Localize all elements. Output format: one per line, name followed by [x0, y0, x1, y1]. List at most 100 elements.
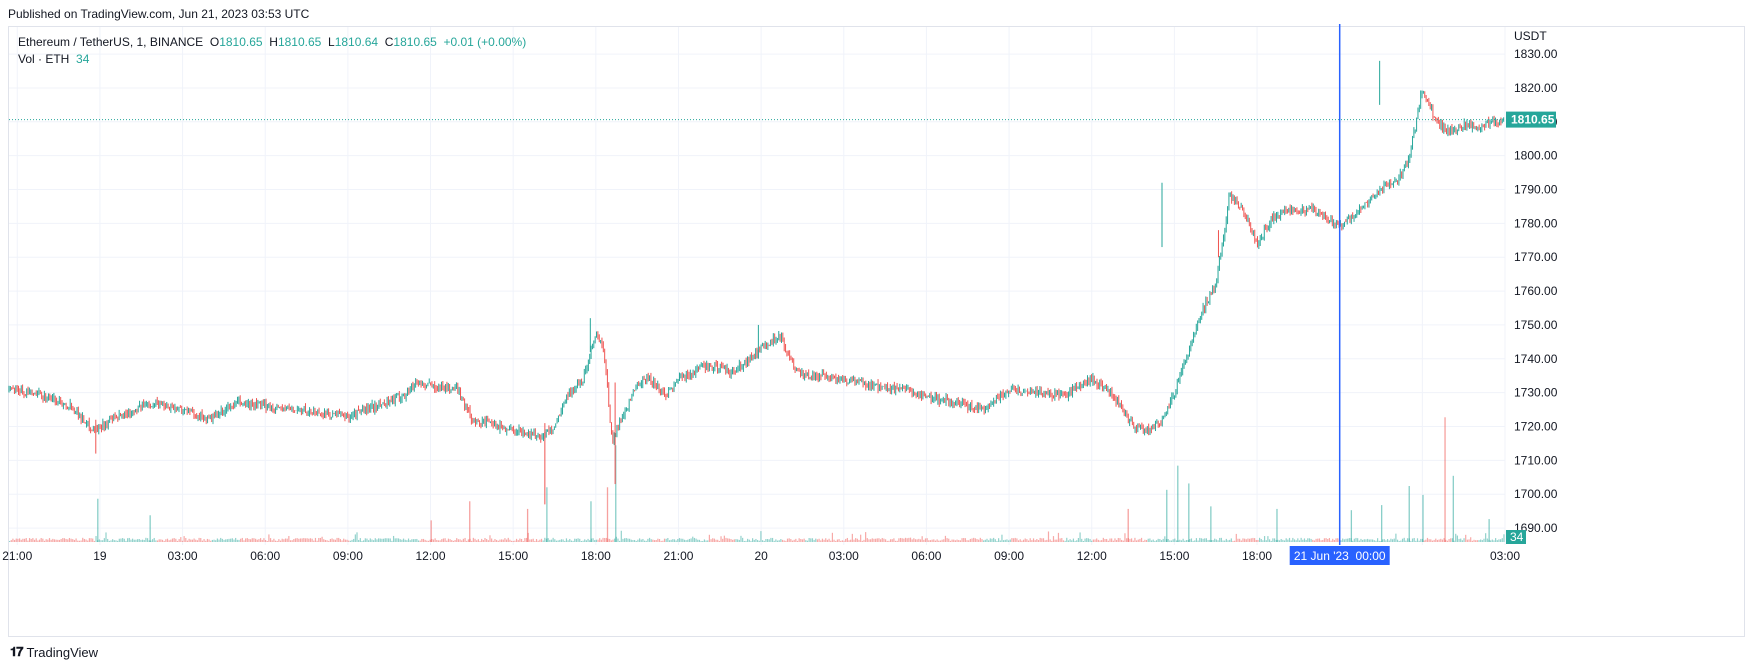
volume-bar: [1121, 539, 1123, 542]
volume-label[interactable]: Vol · ETH: [18, 52, 70, 66]
volume-bar: [1495, 538, 1497, 542]
volume-bar: [690, 538, 692, 542]
volume-bar: [968, 540, 970, 542]
volume-bar: [442, 538, 445, 542]
volume-bar: [1335, 538, 1337, 542]
volume-bar: [230, 538, 232, 542]
volume-bar: [1034, 540, 1036, 542]
volume-bar: [1134, 537, 1136, 542]
volume-bar: [1147, 538, 1149, 542]
volume-bar: [572, 540, 574, 542]
volume-bar: [546, 487, 548, 542]
volume-bar: [712, 538, 714, 542]
volume-bar: [476, 540, 478, 542]
volume-bar: [550, 539, 553, 542]
volume-bar: [1418, 540, 1420, 542]
volume-bar: [1239, 538, 1241, 542]
open-value: 1810.65: [219, 35, 263, 49]
volume-bar: [331, 538, 333, 542]
volume-bar: [534, 540, 536, 542]
volume-bar: [510, 540, 513, 542]
price-tick-label: 1700.00: [1514, 487, 1558, 501]
volume-bar: [625, 538, 627, 542]
volume-bar: [677, 538, 679, 542]
volume-bar: [738, 539, 740, 542]
volume-bar: [695, 538, 697, 542]
volume-bar: [619, 540, 621, 542]
price-axis: USDT1690.001700.001710.001720.001730.001…: [1506, 29, 1558, 544]
volume-bar: [185, 537, 187, 542]
volume-bar: [1207, 540, 1209, 542]
volume-bar: [858, 539, 860, 542]
volume-bar: [793, 539, 795, 542]
price-tick-label: 1760.00: [1514, 284, 1558, 298]
volume-bar: [231, 538, 233, 542]
volume-bar: [783, 540, 785, 542]
volume-bar: [818, 538, 820, 542]
volume-bar: [595, 539, 597, 542]
volume-bar: [629, 538, 631, 542]
volume-bar: [1124, 533, 1126, 542]
volume-bar: [1401, 538, 1404, 542]
volume-bar: [1403, 537, 1405, 542]
tradingview-logo-icon[interactable]: 𝟏𝟕: [10, 644, 24, 659]
volume-bar: [1009, 539, 1011, 542]
volume-bar: [1036, 538, 1038, 542]
volume-bar: [1287, 539, 1289, 542]
volume-bar: [815, 538, 817, 542]
volume-bar: [1466, 539, 1468, 542]
volume-bar: [1358, 540, 1360, 542]
volume-bar: [675, 540, 677, 542]
volume-bar: [363, 540, 365, 542]
volume-bar: [1267, 536, 1269, 542]
volume-row: Vol · ETH 34: [18, 51, 526, 68]
volume-bar: [52, 538, 54, 542]
volume-bar: [522, 540, 524, 542]
volume-bar: [683, 539, 686, 542]
volume-bar: [1252, 537, 1254, 542]
volume-bar: [612, 539, 614, 542]
volume-bar: [378, 538, 380, 542]
volume-bar: [580, 540, 583, 542]
volume-bar: [105, 532, 107, 542]
footer-brand[interactable]: TradingView: [26, 644, 99, 660]
volume-bar: [10, 540, 12, 542]
volume-bar: [1049, 539, 1051, 542]
volume-bar: [1425, 539, 1427, 542]
candles: [8, 60, 1505, 505]
volume-bar: [1383, 539, 1385, 542]
volume-bar: [517, 540, 519, 542]
volume-bar: [530, 539, 533, 542]
volume-bar: [584, 539, 586, 542]
volume-bar: [1131, 538, 1133, 542]
volume-bar: [944, 535, 947, 542]
volume-bar: [348, 540, 350, 542]
volume-bar: [1476, 540, 1478, 542]
symbol-label[interactable]: Ethereum / TetherUS, 1, BINANCE: [18, 35, 204, 49]
volume-bar: [1066, 537, 1068, 542]
volume-bar: [1169, 540, 1171, 542]
volume-bar: [132, 538, 134, 542]
volume-bar: [1122, 540, 1124, 542]
volume-bar: [1112, 540, 1114, 542]
volume-bar: [1142, 540, 1144, 542]
volume-bar: [1438, 539, 1440, 542]
volume-bar: [38, 539, 41, 542]
volume-bar: [860, 534, 862, 542]
volume-bar: [73, 539, 76, 542]
volume-bar: [1277, 539, 1279, 542]
volume-bar: [775, 539, 777, 542]
volume-bar: [155, 540, 157, 542]
volume-bar: [487, 540, 489, 542]
volume-bar: [102, 540, 104, 542]
volume-bar: [685, 540, 687, 542]
volume-bar: [635, 540, 637, 542]
volume-bar: [1486, 538, 1488, 542]
volume-bar: [506, 539, 508, 542]
volume-bar: [28, 538, 31, 542]
volume-bar: [1305, 539, 1307, 542]
volume-bar: [457, 539, 459, 542]
volume-bar: [1101, 540, 1103, 542]
volume-bar: [268, 534, 270, 542]
